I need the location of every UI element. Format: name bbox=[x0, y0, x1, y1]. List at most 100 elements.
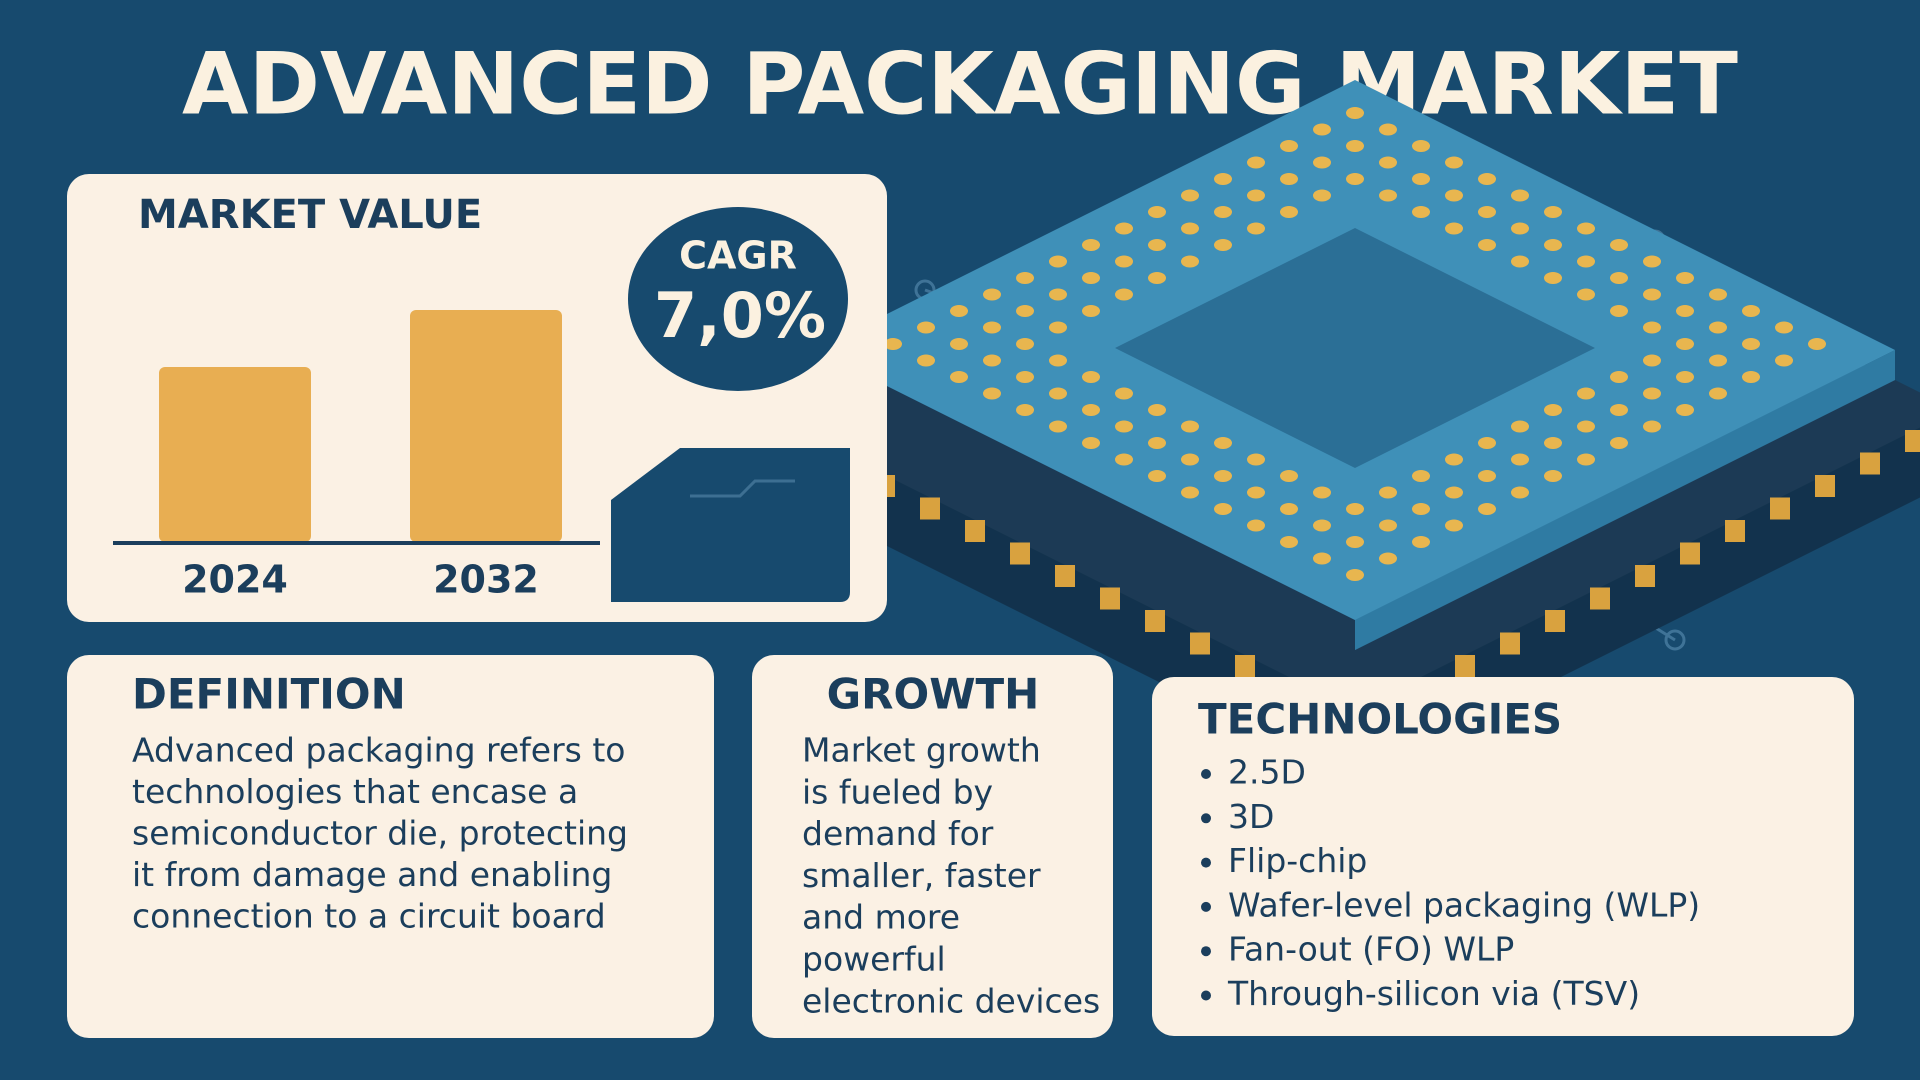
growth-line: powerful bbox=[802, 940, 946, 979]
growth-line: electronic devices bbox=[802, 981, 1100, 1020]
solder-ball bbox=[1511, 486, 1529, 499]
growth-line: demand for bbox=[802, 814, 994, 853]
pin bbox=[1815, 475, 1835, 497]
solder-ball bbox=[917, 354, 935, 367]
solder-ball bbox=[1643, 387, 1661, 400]
solder-ball bbox=[983, 288, 1001, 301]
growth-line: is fueled by bbox=[802, 772, 993, 811]
solder-ball bbox=[950, 371, 968, 383]
solder-ball bbox=[1610, 437, 1628, 449]
solder-ball bbox=[1577, 255, 1595, 268]
solder-ball bbox=[1313, 552, 1331, 565]
solder-ball bbox=[1544, 239, 1562, 251]
technologies-list: 2.5D 3D Flip-chip Wafer-level packaging (WL… bbox=[1201, 753, 1700, 1013]
solder-ball bbox=[884, 338, 902, 350]
solder-ball bbox=[1049, 321, 1067, 334]
solder-ball bbox=[1214, 503, 1232, 515]
cagr-badge bbox=[628, 207, 848, 391]
solder-ball bbox=[1016, 338, 1034, 350]
solder-ball bbox=[1643, 255, 1661, 268]
solder-ball bbox=[1478, 470, 1496, 482]
solder-ball bbox=[1082, 239, 1100, 251]
solder-ball bbox=[1016, 305, 1034, 317]
solder-ball bbox=[1610, 239, 1628, 251]
year-label: 2032 bbox=[433, 558, 539, 602]
solder-ball bbox=[1082, 437, 1100, 449]
solder-ball bbox=[1676, 338, 1694, 350]
pin bbox=[1860, 452, 1880, 475]
solder-ball bbox=[1478, 503, 1496, 515]
bullet bbox=[1201, 769, 1211, 779]
pin bbox=[1190, 632, 1210, 655]
solder-ball bbox=[1280, 140, 1298, 152]
solder-ball bbox=[1577, 453, 1595, 466]
solder-ball bbox=[1313, 519, 1331, 532]
solder-ball bbox=[917, 321, 935, 334]
growth-heading: GROWTH bbox=[827, 670, 1040, 719]
solder-ball bbox=[1379, 156, 1397, 169]
solder-ball bbox=[1445, 156, 1463, 169]
solder-ball bbox=[1445, 189, 1463, 202]
solder-ball bbox=[1313, 123, 1331, 136]
solder-ball bbox=[1511, 255, 1529, 268]
solder-ball bbox=[1412, 140, 1430, 152]
solder-ball bbox=[1577, 420, 1595, 433]
solder-ball bbox=[1181, 222, 1199, 235]
solder-ball bbox=[1709, 354, 1727, 367]
solder-ball bbox=[1742, 338, 1760, 350]
solder-ball bbox=[1280, 470, 1298, 482]
solder-ball bbox=[1313, 156, 1331, 169]
solder-ball bbox=[1379, 189, 1397, 202]
solder-ball bbox=[1214, 206, 1232, 218]
solder-ball bbox=[1082, 272, 1100, 284]
pin bbox=[1455, 655, 1475, 677]
definition-heading: DEFINITION bbox=[132, 670, 406, 719]
solder-ball bbox=[1577, 288, 1595, 301]
solder-ball bbox=[950, 338, 968, 350]
solder-ball bbox=[1016, 404, 1034, 416]
solder-ball bbox=[1049, 354, 1067, 367]
definition-line: technologies that encase a bbox=[132, 772, 578, 811]
solder-ball bbox=[1643, 321, 1661, 334]
solder-ball bbox=[1775, 354, 1793, 367]
solder-ball bbox=[983, 387, 1001, 400]
solder-ball bbox=[1610, 404, 1628, 416]
solder-ball bbox=[1412, 173, 1430, 185]
solder-ball bbox=[1214, 437, 1232, 449]
growth-line: Market growth bbox=[802, 731, 1041, 770]
solder-ball bbox=[1544, 206, 1562, 218]
solder-ball bbox=[950, 305, 968, 317]
pin bbox=[920, 497, 940, 520]
solder-ball bbox=[1214, 173, 1232, 185]
solder-ball bbox=[1280, 536, 1298, 548]
solder-ball bbox=[1247, 453, 1265, 466]
circuit-node bbox=[1664, 629, 1686, 651]
pin bbox=[1010, 542, 1030, 565]
solder-ball bbox=[1709, 387, 1727, 400]
solder-ball bbox=[1610, 272, 1628, 284]
solder-ball bbox=[1379, 519, 1397, 532]
pin bbox=[1770, 497, 1790, 520]
solder-ball bbox=[1511, 189, 1529, 202]
solder-ball bbox=[1280, 206, 1298, 218]
solder-ball bbox=[1082, 404, 1100, 416]
solder-ball bbox=[1643, 288, 1661, 301]
title: ADVANCED PACKAGING MARKET bbox=[182, 34, 1738, 134]
solder-ball bbox=[1082, 305, 1100, 317]
cagr-value: 7,0% bbox=[654, 279, 826, 352]
pin bbox=[1635, 565, 1655, 587]
technologies-panel bbox=[1152, 677, 1854, 1036]
solder-ball bbox=[1511, 453, 1529, 466]
solder-ball bbox=[1049, 255, 1067, 268]
solder-ball bbox=[1181, 486, 1199, 499]
solder-ball bbox=[1610, 305, 1628, 317]
solder-ball bbox=[1346, 536, 1364, 548]
solder-ball bbox=[1115, 222, 1133, 235]
technology-item: Fan-out (FO) WLP bbox=[1228, 930, 1514, 969]
solder-ball bbox=[1214, 470, 1232, 482]
bullet bbox=[1201, 813, 1211, 824]
solder-ball bbox=[1247, 486, 1265, 499]
solder-ball bbox=[1742, 371, 1760, 383]
